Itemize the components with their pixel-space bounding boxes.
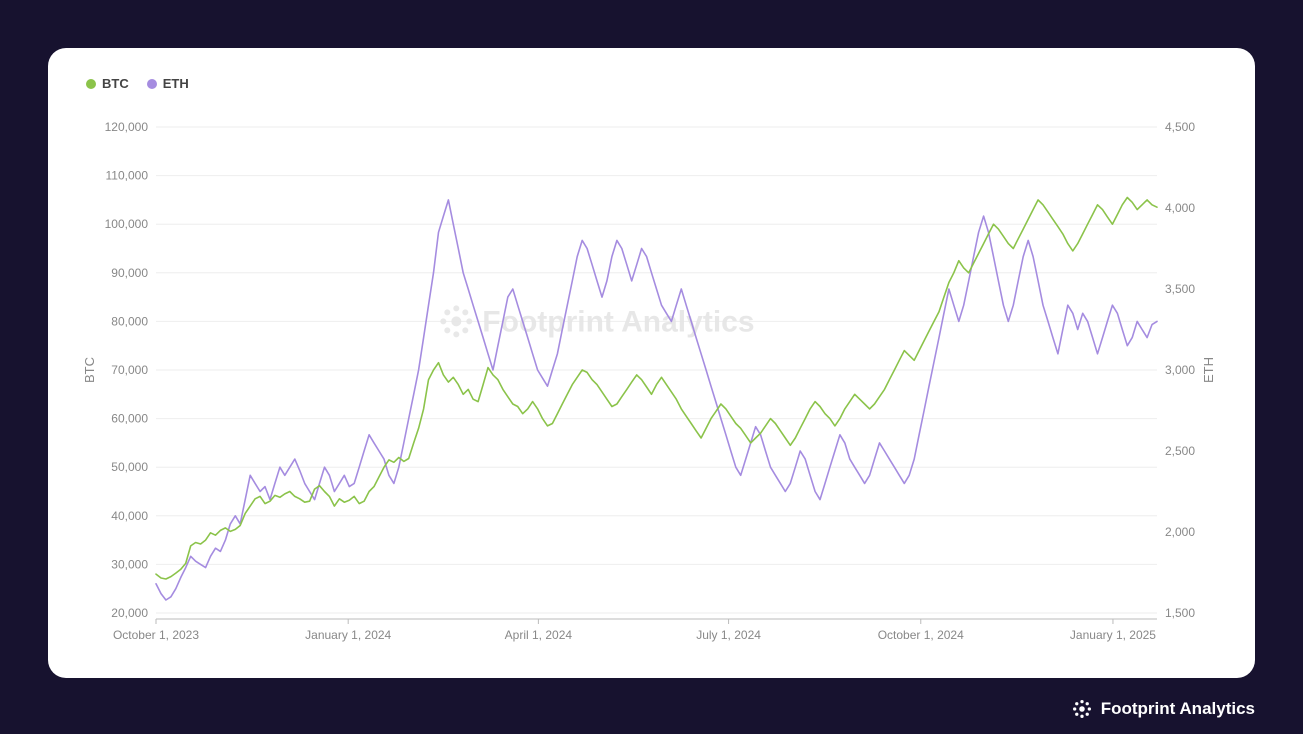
svg-text:October 1, 2024: October 1, 2024 <box>878 628 964 642</box>
svg-text:January 1, 2024: January 1, 2024 <box>305 628 391 642</box>
svg-text:80,000: 80,000 <box>111 314 148 328</box>
price-chart-svg: 20,000 30,000 40,000 50,000 60,000 70,000 80,0… <box>76 97 1227 653</box>
svg-text:4,000: 4,000 <box>1165 201 1195 215</box>
svg-text:ETH: ETH <box>1201 357 1216 383</box>
legend-item-eth: ETH <box>147 76 189 91</box>
legend-dot-eth <box>147 79 157 89</box>
legend-label-btc: BTC <box>102 76 129 91</box>
svg-text:1,500: 1,500 <box>1165 606 1195 620</box>
svg-text:120,000: 120,000 <box>105 120 149 134</box>
brand-footer: Footprint Analytics <box>1071 698 1255 720</box>
brand-name: Footprint Analytics <box>1101 699 1255 719</box>
svg-text:2,500: 2,500 <box>1165 444 1195 458</box>
svg-text:60,000: 60,000 <box>111 412 148 426</box>
svg-text:January 1, 2025: January 1, 2025 <box>1070 628 1156 642</box>
svg-text:90,000: 90,000 <box>111 266 148 280</box>
chart-area: 20,000 30,000 40,000 50,000 60,000 70,000 80,0… <box>76 97 1227 653</box>
legend: BTC ETH <box>76 76 1227 91</box>
svg-text:4,500: 4,500 <box>1165 120 1195 134</box>
svg-text:October 1, 2023: October 1, 2023 <box>113 628 199 642</box>
svg-text:3,500: 3,500 <box>1165 282 1195 296</box>
svg-text:20,000: 20,000 <box>111 606 148 620</box>
svg-text:2,000: 2,000 <box>1165 525 1195 539</box>
svg-text:30,000: 30,000 <box>111 557 148 571</box>
svg-text:100,000: 100,000 <box>105 217 149 231</box>
svg-text:40,000: 40,000 <box>111 509 148 523</box>
legend-label-eth: ETH <box>163 76 189 91</box>
legend-item-btc: BTC <box>86 76 129 91</box>
svg-text:April 1, 2024: April 1, 2024 <box>505 628 573 642</box>
chart-card: BTC ETH 20,000 30,000 40,000 50,000 60,000 70… <box>48 48 1255 678</box>
svg-text:BTC: BTC <box>82 357 97 383</box>
footprint-logo-icon <box>1071 698 1093 720</box>
svg-text:50,000: 50,000 <box>111 460 148 474</box>
legend-dot-btc <box>86 79 96 89</box>
svg-text:3,000: 3,000 <box>1165 363 1195 377</box>
svg-text:July 1, 2024: July 1, 2024 <box>696 628 761 642</box>
svg-text:70,000: 70,000 <box>111 363 148 377</box>
svg-text:110,000: 110,000 <box>106 169 149 183</box>
